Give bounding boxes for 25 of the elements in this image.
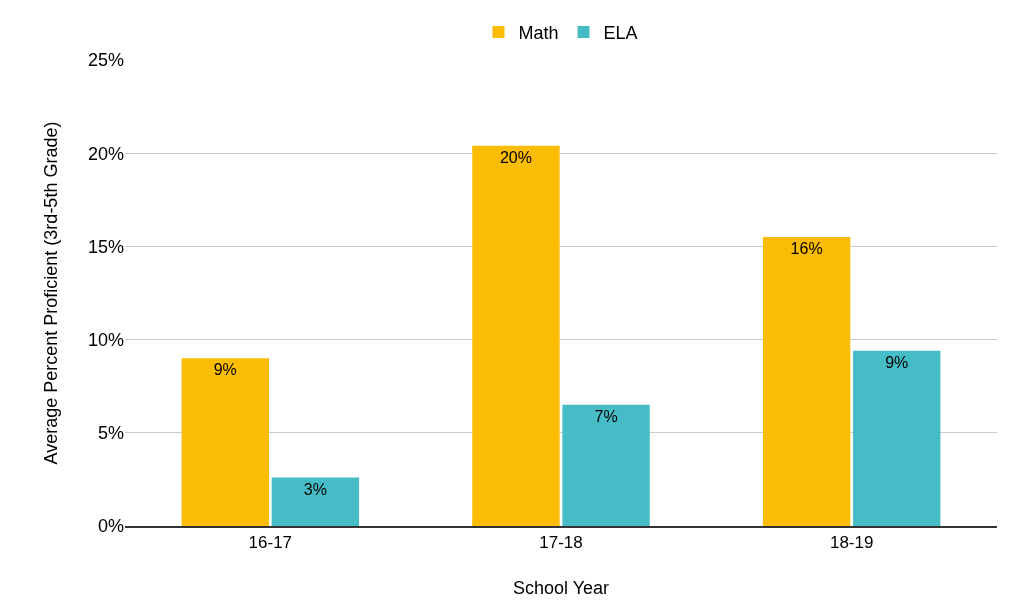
y-tick-label: 25% <box>87 50 124 71</box>
x-tick-label: 16-17 <box>248 533 293 553</box>
data-label: 3% <box>303 480 327 498</box>
x-axis-title: School Year <box>512 577 610 598</box>
data-label: 20% <box>499 148 532 166</box>
bar <box>562 404 650 526</box>
y-tick-label: 0% <box>97 516 124 537</box>
legend-label: Math <box>518 22 559 43</box>
y-tick-label: 5% <box>97 423 124 444</box>
x-tick-label: 17-18 <box>539 533 583 553</box>
data-label: 16% <box>790 240 823 258</box>
y-tick-label: 20% <box>87 143 124 164</box>
y-tick-label: 10% <box>87 329 124 350</box>
data-label: 9% <box>213 361 237 379</box>
data-label: 7% <box>594 407 618 425</box>
x-tick-label: 18-19 <box>829 533 874 553</box>
y-axis-title: Average Percent Proficient (3rd-5th Grade) <box>41 121 62 465</box>
data-label: 9% <box>885 353 909 371</box>
bar <box>271 477 360 526</box>
legend-label: ELA <box>603 22 638 43</box>
bar <box>472 145 560 526</box>
bar <box>762 237 851 526</box>
bar <box>181 358 269 526</box>
bar <box>853 350 941 526</box>
y-tick-label: 15% <box>87 236 124 257</box>
